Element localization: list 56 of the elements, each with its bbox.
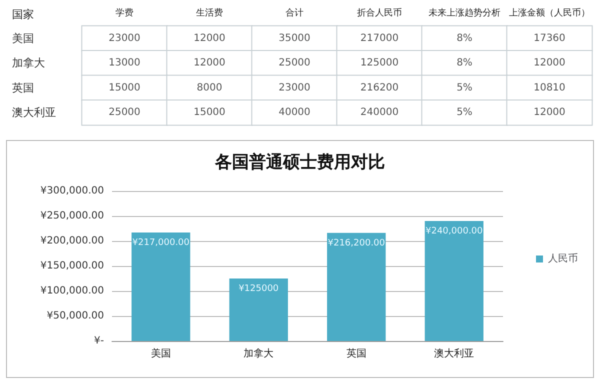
x-tick-label: 上涨金额（人民币） [509, 8, 590, 18]
data-label: 12000 [534, 58, 566, 69]
legend-label: 人民币 [548, 252, 578, 264]
bar [424, 221, 484, 341]
y-tick-label: 澳大利亚 [12, 106, 56, 120]
x-tick-label: 学费 [116, 8, 134, 18]
data-label: 40000 [278, 107, 310, 118]
data-label: 17360 [534, 32, 566, 44]
y-tick-label: ¥200,000.00 [40, 236, 104, 246]
data-label: 15000 [194, 107, 226, 118]
data-label: ¥240,000.00 [425, 226, 484, 236]
data-label: 23000 [278, 82, 310, 94]
data-label: 35000 [278, 32, 310, 44]
data-label: 23000 [108, 32, 140, 44]
data-label: 12000 [534, 107, 566, 118]
x-tick-label: 英国 [346, 348, 366, 360]
x-tick-label: 未来上涨趋势分析 [428, 8, 500, 18]
bar [132, 232, 190, 341]
data-label: ¥216,200.00 [328, 238, 386, 248]
y-tick-label: 加拿大 [12, 56, 45, 70]
y-tick-label: 美国 [12, 32, 34, 45]
y-tick-label: ¥150,000.00 [40, 260, 104, 272]
data-label: ¥125000 [238, 284, 279, 294]
data-label: 8000 [196, 82, 222, 94]
chart-title: 各国普通硕士费用对比 [214, 152, 385, 172]
data-label: 8% [456, 58, 472, 69]
y-tick-label: 英国 [12, 81, 34, 94]
y-tick-label: ¥- [94, 336, 104, 346]
bar [327, 232, 386, 341]
y-tick-label: ¥100,000.00 [40, 286, 104, 296]
x-tick-label: 折合人民币 [357, 8, 402, 18]
data-label: ¥217,000.00 [132, 238, 190, 248]
data-label: 216200 [360, 82, 399, 94]
data-label: 12000 [194, 58, 226, 69]
y-tick-label: ¥250,000.00 [40, 210, 104, 222]
x-tick-label: 美国 [150, 348, 171, 360]
data-label: 5% [456, 82, 472, 94]
x-tick-label: 加拿大 [244, 348, 274, 360]
bar [229, 278, 288, 341]
x-tick-label: 澳大利亚 [434, 348, 474, 360]
x-tick-label: 生活费 [196, 8, 223, 18]
data-label: 125000 [360, 58, 399, 69]
data-label: 15000 [108, 82, 140, 94]
y-tick-label: ¥50,000.00 [46, 310, 104, 322]
data-label: 5% [456, 107, 472, 118]
data-label: 10810 [534, 82, 566, 94]
data-label: 13000 [108, 58, 140, 69]
data-label: 217000 [360, 32, 399, 44]
data-label: 25000 [278, 58, 310, 69]
y-axis-title: 国家 [12, 8, 34, 21]
data-label: 25000 [108, 107, 140, 118]
data-label: 12000 [194, 32, 226, 44]
x-tick-label: 合计 [286, 8, 304, 18]
data-label: 8% [456, 32, 472, 44]
y-tick-label: ¥300,000.00 [40, 186, 104, 196]
data-label: 240000 [360, 107, 399, 118]
